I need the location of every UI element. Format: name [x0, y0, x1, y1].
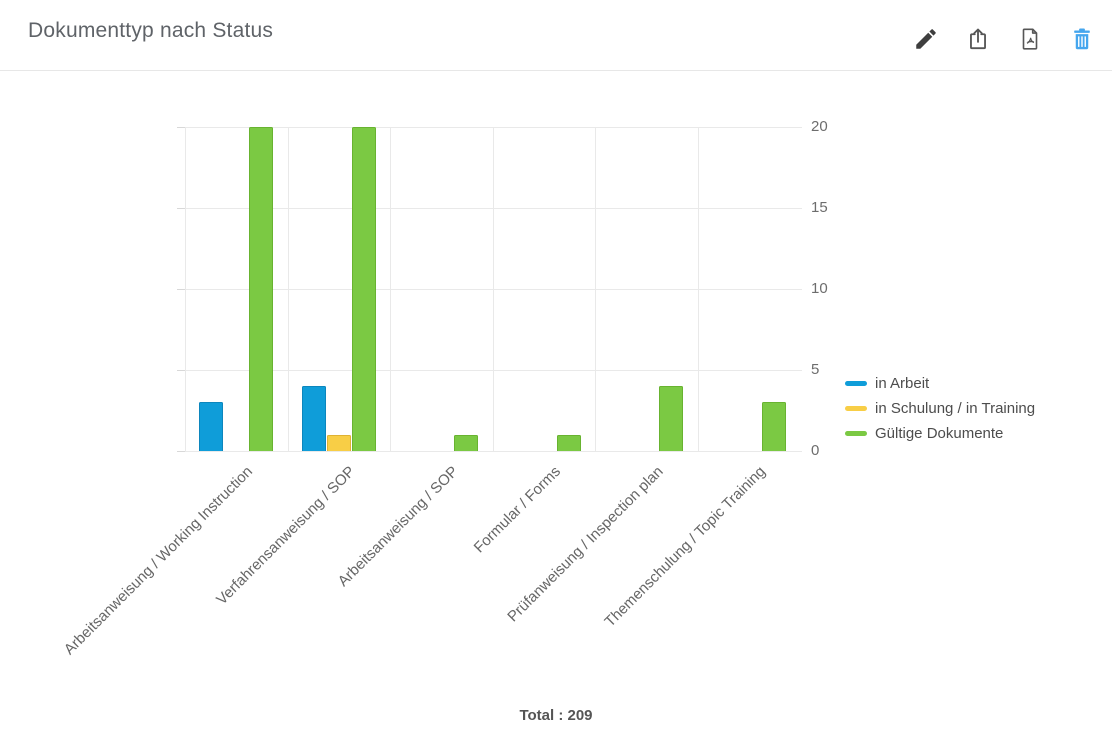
y-tick-label: 0 [811, 442, 820, 459]
pdf-export-button[interactable] [1014, 24, 1046, 56]
y-axis-tick [177, 127, 185, 128]
x-category-label: Formular / Forms [470, 463, 564, 557]
bar-in-arbeit[interactable] [199, 402, 224, 451]
y-gridline [185, 451, 802, 452]
legend-label: in Schulung / in Training [875, 400, 1036, 417]
share-icon [965, 26, 991, 55]
bar-gueltige-dokumente[interactable] [249, 127, 274, 451]
bar-gueltige-dokumente[interactable] [659, 386, 684, 451]
pencil-icon [913, 26, 939, 55]
y-tick-label: 20 [811, 118, 828, 135]
x-category-label: Themenschulung / Topic Training [601, 463, 769, 631]
card-actions [910, 24, 1098, 56]
y-gridline [185, 289, 802, 290]
delete-button[interactable] [1066, 24, 1098, 56]
bar-in-arbeit[interactable] [301, 386, 326, 451]
bar-in-schulung[interactable] [326, 434, 351, 451]
y-tick-label: 10 [811, 280, 828, 297]
legend-swatch [845, 381, 867, 386]
y-axis-tick [177, 370, 185, 371]
bar-gueltige-dokumente[interactable] [454, 434, 479, 451]
total-label: Total : 209 [519, 707, 593, 724]
export-button[interactable] [962, 24, 994, 56]
y-axis-tick [177, 289, 185, 290]
y-gridline [185, 127, 802, 128]
y-gridline [185, 370, 802, 371]
legend-item[interactable]: in Arbeit [845, 371, 1035, 396]
legend-swatch [845, 406, 867, 411]
bar-gueltige-dokumente[interactable] [556, 434, 581, 451]
legend-label: in Arbeit [875, 375, 930, 392]
trash-icon [1069, 26, 1095, 55]
y-gridline [185, 208, 802, 209]
page-title: Dokumenttyp nach Status [28, 19, 274, 42]
bar-gueltige-dokumente[interactable] [351, 127, 376, 451]
pdf-icon [1017, 26, 1043, 55]
legend-label: Gültige Dokumente [875, 425, 1004, 442]
y-axis-tick [177, 208, 185, 209]
card-header: Dokumenttyp nach Status [0, 0, 1112, 70]
y-tick-label: 5 [811, 361, 820, 378]
legend-item[interactable]: in Schulung / in Training [845, 396, 1035, 421]
legend-item[interactable]: Gültige Dokumente [845, 421, 1035, 446]
x-category-label: Arbeitsanweisung / Working Instruction [61, 463, 257, 659]
legend-swatch [845, 431, 867, 436]
edit-button[interactable] [910, 24, 942, 56]
x-category-label: Arbeitsanweisung / SOP [334, 463, 462, 590]
chart-legend: in Arbeit in Schulung / in Training Gültig… [845, 371, 1035, 446]
y-axis-tick [177, 451, 185, 452]
header-divider [0, 70, 1112, 71]
y-tick-label: 15 [811, 199, 828, 216]
bar-gueltige-dokumente[interactable] [761, 402, 786, 451]
